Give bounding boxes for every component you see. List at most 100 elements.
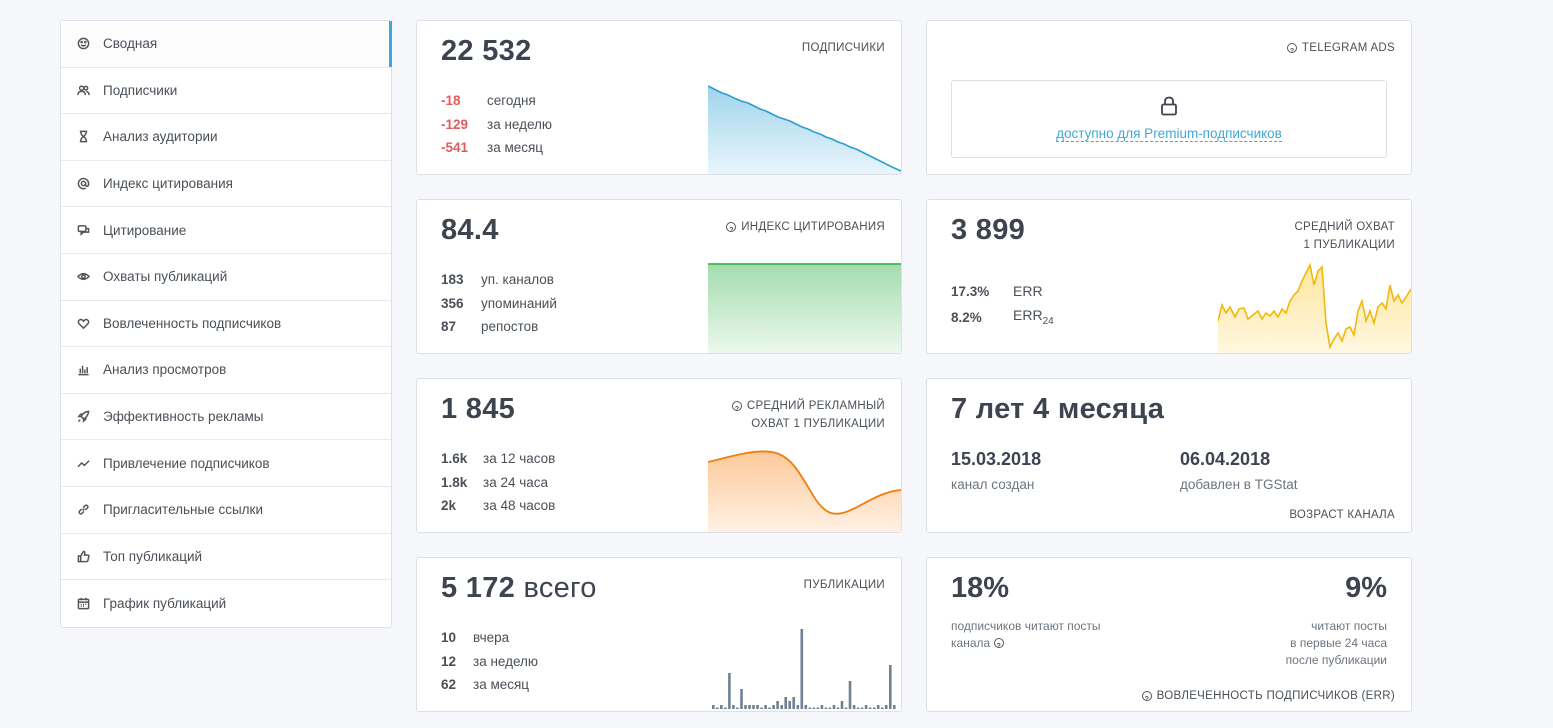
hourglass-icon	[76, 130, 90, 144]
posts-bar	[732, 705, 735, 709]
posts-stats: 10 вчера 12 за неделю 62 за месяц	[441, 626, 538, 697]
posts-bar	[860, 707, 864, 709]
rocket-icon	[76, 410, 90, 424]
posts-bar	[880, 707, 884, 709]
posts-bar	[884, 705, 888, 709]
card-label: ПУБЛИКАЦИИ	[803, 579, 885, 591]
trend-icon	[76, 456, 90, 470]
sidebar-item-summary[interactable]: Сводная	[61, 21, 392, 68]
subscribers-stats: -18 сегодня -129 за неделю -541 за месяц	[441, 89, 552, 160]
posts-bar	[728, 673, 731, 709]
sidebar-item-post-schedule[interactable]: График публикаций	[61, 580, 391, 627]
posts-bar	[828, 707, 832, 709]
posts-bar	[840, 701, 844, 709]
help-icon[interactable]	[1141, 691, 1152, 709]
stat-label: за месяц	[473, 677, 530, 693]
sidebar-item-label: Анализ просмотров	[103, 362, 227, 378]
sidebar-item-audience[interactable]: Анализ аудитории	[61, 114, 391, 161]
card-label: ВОЗРАСТ КАНАЛА	[1289, 509, 1395, 521]
help-icon[interactable]	[731, 401, 742, 419]
help-icon[interactable]	[1286, 43, 1297, 61]
posts-bar	[889, 665, 892, 709]
ad-reach-sparkline	[708, 450, 901, 532]
sidebar-item-subscribers[interactable]: Подписчики	[61, 68, 391, 115]
subscribers-sparkline	[708, 85, 901, 174]
help-icon[interactable]	[726, 222, 737, 240]
stat-value: 8.2%	[951, 309, 982, 325]
sidebar-item-top-posts[interactable]: Топ публикаций	[61, 534, 391, 581]
bar-chart-icon	[76, 363, 90, 377]
quote-icon	[76, 223, 90, 237]
posts-bar	[832, 705, 836, 709]
posts-bar	[812, 707, 816, 709]
stat-label: за 24 часа	[483, 474, 549, 490]
sidebar-item-post-reach[interactable]: Охваты публикаций	[61, 254, 391, 301]
sidebar-item-label: Привлечение подписчиков	[103, 455, 270, 471]
sidebar-item-label: Цитирование	[103, 222, 187, 238]
heart-icon	[76, 316, 90, 330]
sidebar-item-invite-links[interactable]: Пригласительные ссылки	[61, 487, 391, 534]
sidebar-item-acquisition[interactable]: Привлечение подписчиков	[61, 440, 391, 487]
sidebar-item-citation-index[interactable]: Индекс цитирования	[61, 161, 391, 208]
posts-bar	[848, 681, 852, 709]
telegram-ads-card: TELEGRAM ADS доступно для Premium-подпис…	[926, 20, 1412, 175]
help-icon[interactable]	[993, 638, 1004, 655]
posts-card[interactable]: 5 172 всего ПУБЛИКАЦИИ 10 вчера 12 за неде…	[416, 557, 902, 712]
sidebar-item-label: График публикаций	[103, 595, 227, 611]
subscribers-card[interactable]: 22 532 ПОДПИСЧИКИ -18 сегодня -129 за неде…	[416, 20, 902, 175]
average-reach-card[interactable]: 3 899 СРЕДНИЙ ОХВАТ 1 ПУБЛИКАЦИИ 17.3% ERR…	[926, 199, 1412, 354]
stat-value: 17.3%	[951, 283, 990, 299]
card-label: TELEGRAM ADS	[1286, 39, 1395, 61]
posts-bar	[776, 701, 779, 709]
reach-sparkline	[1218, 262, 1411, 353]
posts-bar	[852, 705, 856, 709]
sidebar-item-label: Подписчики	[103, 82, 178, 98]
stat-label: ERR	[1013, 283, 1043, 299]
posts-bar	[872, 707, 876, 709]
reach-stats: 17.3% ERR 8.2% ERR24	[951, 278, 1054, 330]
stat-value: 1.8k	[441, 474, 468, 490]
posts-bar	[748, 705, 751, 709]
sidebar-item-ad-efficiency[interactable]: Эффективность рекламы	[61, 394, 391, 441]
sidebar-item-label: Вовлеченность подписчиков	[103, 315, 282, 331]
premium-link[interactable]: доступно для Premium-подписчиков	[1056, 126, 1282, 142]
posts-bar-chart	[712, 629, 896, 709]
sidebar-item-engagement[interactable]: Вовлеченность подписчиков	[61, 301, 391, 348]
stat-label: вчера	[473, 630, 510, 646]
stat-label: за 48 часов	[483, 498, 556, 514]
sidebar-item-views[interactable]: Анализ просмотров	[61, 347, 391, 394]
sidebar-item-citation[interactable]: Цитирование	[61, 207, 391, 254]
stat-label: ERR24	[1013, 307, 1054, 327]
posts-bar	[792, 697, 795, 709]
posts-bar	[720, 705, 723, 709]
lock-icon	[1161, 96, 1177, 116]
posts-bar	[772, 705, 775, 709]
posts-bar	[808, 707, 812, 709]
sidebar-item-label: Сводная	[103, 36, 158, 52]
engagement-left-text: подписчиков читают посты канала	[951, 618, 1101, 655]
engagement-right-text: читают посты в первые 24 часа после публик…	[1285, 619, 1387, 667]
stat-label: сегодня	[487, 93, 536, 109]
posts-bar	[752, 705, 755, 709]
premium-locked-box: доступно для Premium-подписчиков	[951, 80, 1387, 158]
ad-reach-stats: 1.6k за 12 часов 1.8k за 24 часа 2k за 48 ч…	[441, 447, 555, 518]
posts-bar	[760, 707, 763, 709]
posts-bar	[868, 707, 872, 709]
posts-bar	[800, 629, 804, 709]
posts-bar	[876, 705, 880, 709]
stat-value: 87	[441, 319, 457, 335]
stat-label: за 12 часов	[483, 451, 556, 467]
added-date: 06.04.2018 добавлен в TGStat	[1180, 449, 1298, 492]
calendar-icon	[76, 596, 90, 610]
citation-index-card[interactable]: 84.4 ИНДЕКС ЦИТИРОВАНИЯ 183 уп. каналов 3…	[416, 199, 902, 354]
card-label: ИНДЕКС ЦИТИРОВАНИЯ	[726, 218, 885, 240]
stat-value: 62	[441, 677, 457, 693]
stat-value: 10	[441, 630, 457, 646]
stat-value: 183	[441, 272, 464, 288]
channel-age-value: 7 лет 4 месяца	[951, 393, 1165, 425]
stat-value: 12	[441, 653, 457, 669]
stat-label: упоминаний	[481, 295, 557, 311]
